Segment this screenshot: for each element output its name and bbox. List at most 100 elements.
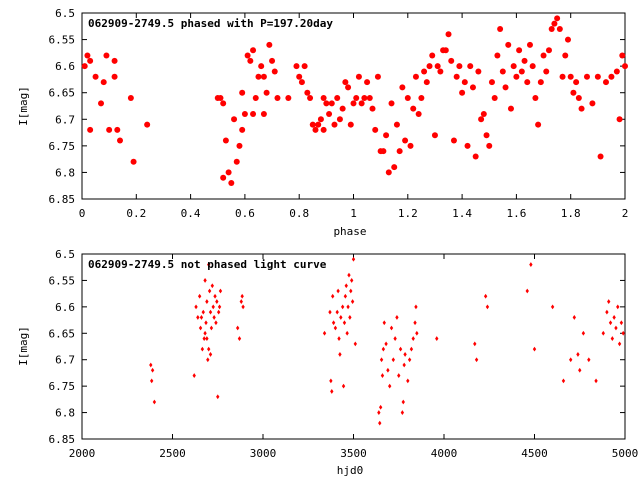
data-point [499,68,506,75]
data-point [341,383,346,389]
data-point [516,47,523,54]
data-point [550,304,555,310]
x-tick-label: 1.4 [452,207,472,220]
x-tick-label: 0.4 [181,207,201,220]
data-point [111,73,118,80]
data-point [399,84,406,91]
data-point [202,336,206,341]
data-point [556,25,563,32]
data-point [203,330,207,336]
data-point [513,73,520,80]
data-point [331,121,338,128]
x-tick-label: 1.2 [398,207,418,220]
data-point [543,68,550,75]
data-point [309,121,316,128]
data-point [372,126,379,133]
data-point [445,31,452,38]
y-tick-label: 6.85 [49,433,76,446]
data-point [152,399,157,405]
data-point [570,89,577,96]
chart-title: 062909-2749.5 phased with P=197.20day [88,17,333,30]
x-axis-label: hjd0 [337,464,364,477]
data-point [397,373,401,378]
x-tick-label: 2 [622,207,629,220]
data-point [320,95,327,102]
x-tick-label: 1 [350,207,357,220]
data-point [485,304,490,310]
data-point [241,304,245,310]
data-point [378,404,383,410]
data-point [307,95,314,102]
data-point [548,25,555,32]
data-point [87,126,94,133]
data-point [225,169,232,176]
data-point [374,73,381,80]
data-point [266,41,273,48]
data-point [197,293,202,299]
data-point [216,309,221,315]
y-axis-label: I[mag] [17,86,30,126]
data-point [429,52,436,59]
data-point [402,137,409,144]
data-point [358,100,365,107]
data-point [426,63,433,70]
data-point [347,121,354,128]
data-point [610,336,615,341]
data-point [545,47,552,54]
data-point [578,105,585,112]
data-point [150,367,155,373]
data-point [207,346,211,352]
data-point [450,137,457,144]
data-point [605,309,609,315]
data-point [431,132,438,139]
data-point [320,126,327,133]
x-tick-label: 0.6 [235,207,255,220]
x-tick-label: 2500 [159,447,186,460]
data-point [524,79,531,86]
data-point [92,73,99,80]
x-axis-label: phase [333,225,366,238]
data-point [98,100,105,107]
data-point [402,362,406,368]
data-point [377,410,381,415]
data-point [333,325,338,331]
data-point [621,330,625,336]
data-point [412,73,419,80]
data-point [537,79,544,86]
data-point [456,63,463,70]
data-point [597,153,604,160]
data-point [385,169,392,176]
data-point [382,320,386,326]
y-tick-label: 6.75 [49,380,76,393]
data-point [622,63,628,70]
data-point [345,330,349,336]
axis-ticks: 2000 2500 3000 3500 4000 4500 5000 6.5 6.55 6.6 6.… [49,248,639,460]
x-tick-label: 2000 [69,447,96,460]
data-point [369,105,376,112]
data-point [304,89,311,96]
data-point [393,336,397,341]
x-tick-label: 4000 [431,447,458,460]
plot-frame [81,253,626,440]
data-point [616,304,620,310]
data-point [475,68,482,75]
data-point [619,320,624,326]
y-tick-label: 6.65 [49,327,76,340]
data-point [396,148,403,155]
data-point [407,142,414,149]
data-point [575,95,582,102]
data-point [410,105,417,112]
data-point [216,394,220,400]
data-point [404,95,411,102]
data-point [117,137,124,144]
data-point [407,357,412,363]
data-point [239,299,243,304]
data-point [196,315,200,320]
data-point [411,336,415,341]
x-tick-label: 1.6 [506,207,526,220]
chart-title: 062909-2749.5 not phased light curve [88,258,327,271]
data-points [81,15,628,187]
data-point [437,68,444,75]
phased-light-curve-panel: 0 0.2 0.4 0.6 0.8 1 1.2 1.4 1.6 1.8 2 6.5 6.55 6.6 6.6… [17,7,628,238]
x-tick-label: 1.8 [561,207,581,220]
